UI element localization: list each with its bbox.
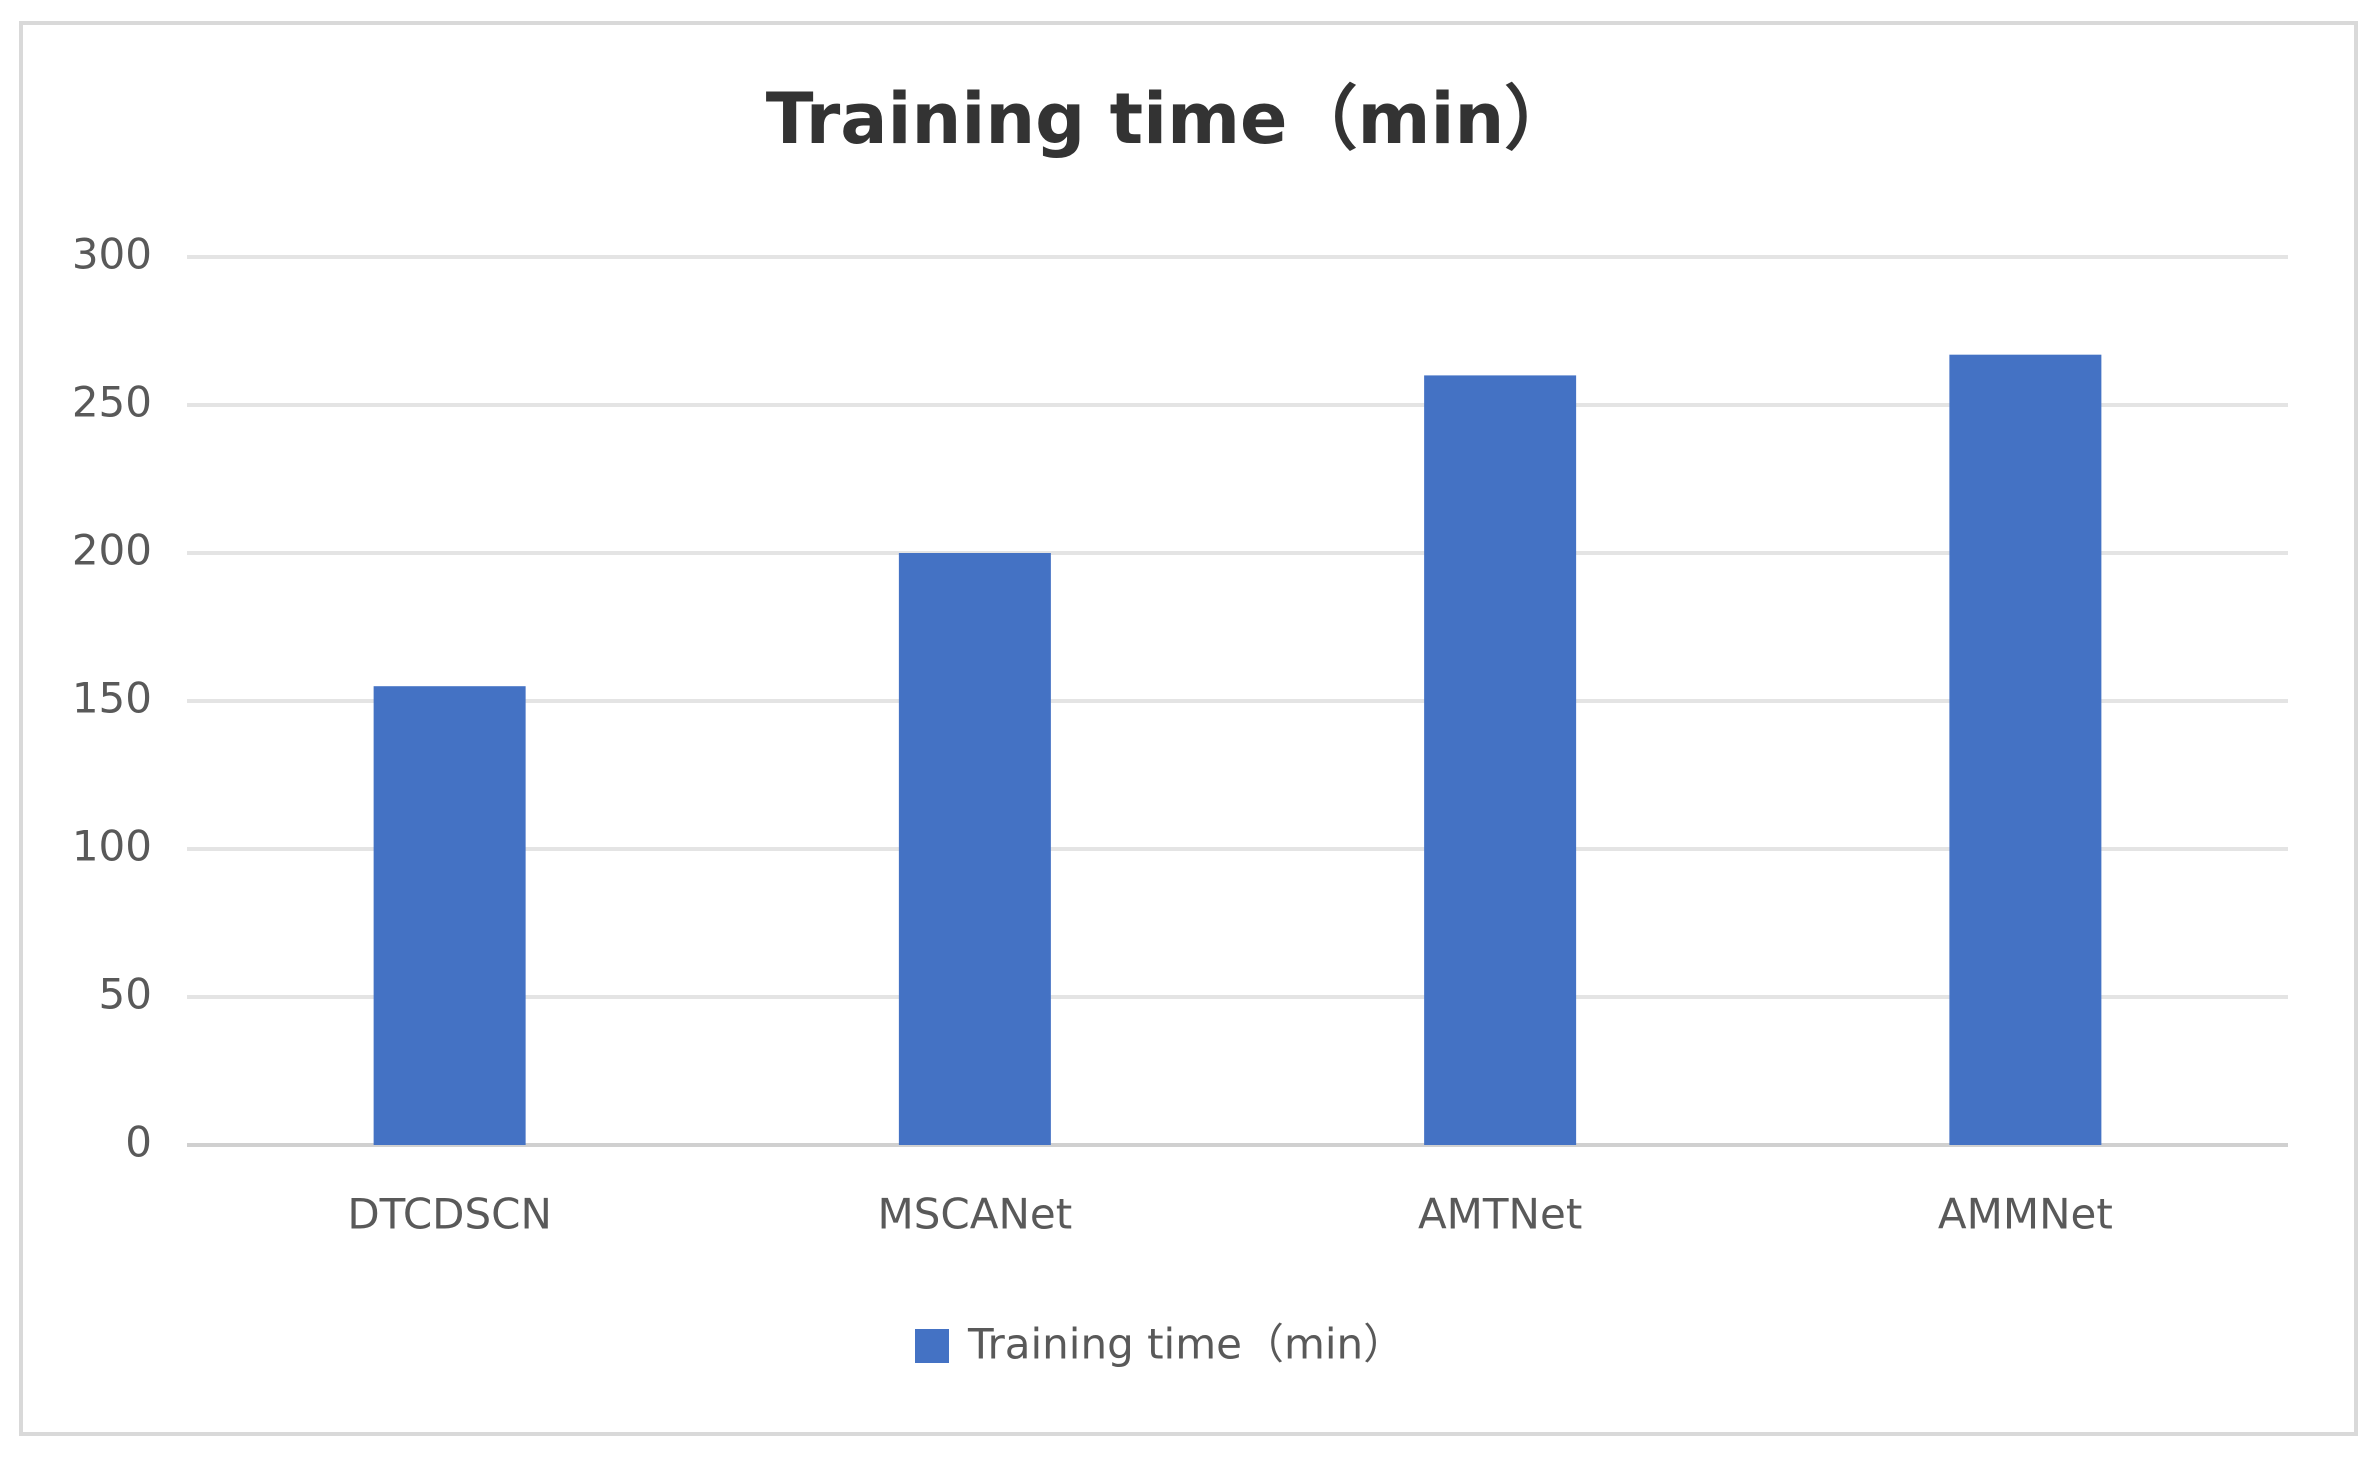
legend-label: Training time（min） bbox=[967, 1320, 1405, 1369]
x-tick-label: AMTNet bbox=[1418, 1190, 1582, 1239]
x-tick-label: AMMNet bbox=[1938, 1190, 2113, 1239]
y-tick-label: 300 bbox=[72, 230, 152, 279]
bar bbox=[373, 686, 526, 1145]
y-tick-label: 150 bbox=[72, 674, 152, 723]
y-tick-label: 0 bbox=[125, 1118, 152, 1167]
bar bbox=[1424, 375, 1577, 1145]
y-tick-label: 50 bbox=[99, 970, 152, 1019]
chart-title: Training time（min） bbox=[766, 78, 1575, 160]
legend-swatch bbox=[915, 1329, 949, 1363]
y-tick-label: 250 bbox=[72, 378, 152, 427]
y-tick-label: 100 bbox=[72, 822, 152, 871]
x-tick-label: DTCDSCN bbox=[347, 1190, 552, 1239]
bar bbox=[898, 553, 1051, 1145]
bar bbox=[1949, 354, 2102, 1145]
y-tick-label: 200 bbox=[72, 526, 152, 575]
x-tick-label: MSCANet bbox=[878, 1190, 1073, 1239]
